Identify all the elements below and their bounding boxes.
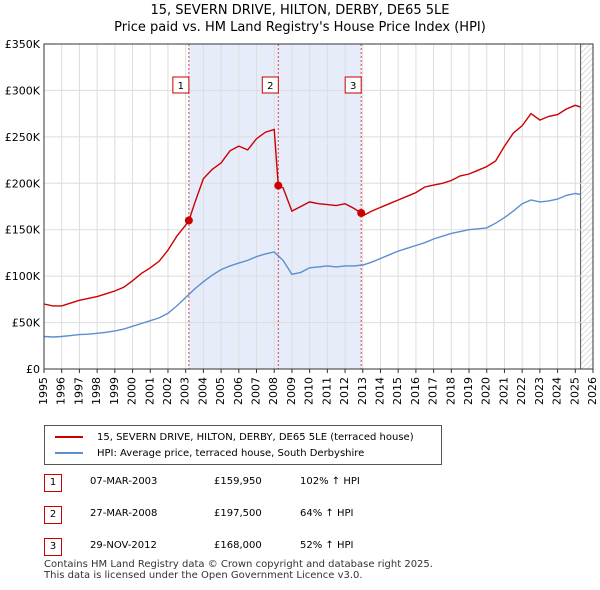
y-tick-label: £300K (5, 84, 41, 97)
x-tick-label: 2007 (250, 377, 263, 405)
x-tick-label: 2000 (126, 377, 139, 405)
x-tick-label: 2023 (533, 377, 546, 405)
sale-price: £168,000 (214, 540, 262, 551)
sale-price: £159,950 (214, 476, 262, 487)
sale-marker-box (344, 76, 362, 94)
footer-line-1: Contains HM Land Registry data © Crown c… (44, 559, 433, 570)
x-tick-label: 2002 (161, 377, 174, 405)
sale-row: 2 27-MAR-2008 £197,500 64% ↑ HPI (44, 506, 464, 524)
x-tick-label: 2025 (568, 377, 581, 405)
plot-frame (43, 43, 594, 370)
sale-hpi-change: 52% ↑ HPI (300, 540, 354, 551)
x-tick-label: 2016 (409, 377, 422, 405)
sale-marker-box (172, 76, 190, 94)
x-tick-label: 2026 (586, 377, 599, 405)
x-tick-label: 2018 (444, 377, 457, 405)
sale-hpi-change: 64% ↑ HPI (300, 508, 354, 519)
sale-date: 29-NOV-2012 (90, 540, 157, 551)
x-tick-label: 2024 (551, 377, 564, 405)
y-tick-label: £350K (5, 38, 41, 51)
sale-point (274, 181, 283, 190)
x-tick-label: 2017 (427, 377, 440, 405)
y-tick-label: £150K (5, 224, 41, 237)
price-chart: 1995 1996 1997 1998 1999 2000 2001 2002 2003 2004… (5, 38, 599, 405)
x-tick-label: 2012 (338, 377, 351, 405)
x-tick-label: 1997 (72, 377, 85, 405)
sale-point (357, 209, 366, 217)
footer-line-2: This data is licensed under the Open Gov… (44, 570, 363, 581)
legend-item-price: 15, SEVERN DRIVE, HILTON, DERBY, DE65 5L… (55, 430, 414, 444)
x-tick-label: 2009 (285, 377, 298, 405)
x-tick-label: 1995 (37, 377, 50, 405)
x-tick-label: 2014 (373, 377, 386, 405)
chart-subtitle: Price paid vs. HM Land Registry's House … (114, 20, 486, 35)
x-tick-label: 2021 (497, 377, 510, 405)
sale-marker-box (261, 76, 279, 94)
sale-row: 3 29-NOV-2012 £168,000 52% ↑ HPI (44, 538, 464, 556)
chart-title: 15, SEVERN DRIVE, HILTON, DERBY, DE65 5L… (150, 3, 450, 18)
x-tick-label: 2022 (515, 377, 528, 405)
sale-marker-badge: 3 (44, 538, 62, 556)
x-tick-label: 2008 (267, 377, 280, 405)
sale-date: 07-MAR-2003 (90, 476, 158, 487)
y-tick-label: £0 (26, 363, 40, 376)
x-tick-label: 2011 (320, 377, 333, 405)
price-paid-line (43, 104, 581, 307)
sale-price: £197,500 (214, 508, 262, 519)
x-tick-label: 2015 (391, 377, 404, 405)
legend-label-hpi: HPI: Average price, terraced house, Sout… (97, 447, 365, 459)
x-tick-label: 2013 (356, 377, 369, 405)
x-tick-label: 1996 (55, 377, 68, 405)
x-tick-label: 2003 (179, 377, 192, 405)
x-tick-label: 1998 (90, 377, 103, 405)
sale-marker-label: 2 (267, 81, 273, 92)
sale-hpi-change: 102% ↑ HPI (300, 476, 360, 487)
y-tick-label: £200K (5, 177, 41, 190)
x-tick-label: 2006 (232, 377, 245, 405)
x-tick-label: 1999 (108, 377, 121, 405)
x-tick-label: 2001 (143, 377, 156, 405)
sale-marker-label: 3 (350, 81, 356, 92)
legend-swatch-hpi (55, 452, 83, 454)
sale-marker-label: 1 (178, 81, 184, 92)
chart-legend: 15, SEVERN DRIVE, HILTON, DERBY, DE65 5L… (44, 425, 442, 465)
sale-marker-badge: 1 (44, 474, 62, 492)
legend-label-price: 15, SEVERN DRIVE, HILTON, DERBY, DE65 5L… (97, 431, 414, 443)
ownership-shade (188, 44, 362, 369)
footer-attribution: Contains HM Land Registry data © Crown c… (44, 559, 433, 581)
x-tick-label: 2019 (462, 377, 475, 405)
sale-date: 27-MAR-2008 (90, 508, 158, 519)
sale-marker-badge: 2 (44, 506, 62, 524)
x-tick-label: 2010 (303, 377, 316, 405)
x-tick-label: 2005 (214, 377, 227, 405)
legend-swatch-price (55, 436, 83, 438)
y-tick-label: £250K (5, 131, 41, 144)
sale-point (184, 216, 193, 225)
x-tick-label: 2004 (196, 377, 209, 405)
forecast-hatch (580, 44, 593, 369)
legend-item-hpi: HPI: Average price, terraced house, Sout… (55, 446, 364, 460)
hpi-line (43, 192, 581, 338)
y-tick-label: £50K (12, 317, 41, 330)
sale-row: 1 07-MAR-2003 £159,950 102% ↑ HPI (44, 474, 464, 492)
y-tick-label: £100K (5, 270, 41, 283)
x-tick-label: 2020 (480, 377, 493, 405)
